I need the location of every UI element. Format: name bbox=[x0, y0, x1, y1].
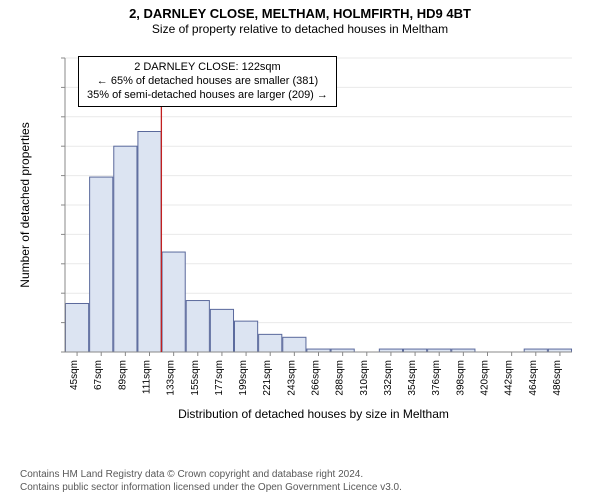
info-line-2: ← 65% of detached houses are smaller (38… bbox=[87, 75, 328, 89]
info-line-3: 35% of semi-detached houses are larger (… bbox=[87, 89, 328, 103]
info-line-1: 2 DARNLEY CLOSE: 122sqm bbox=[87, 61, 328, 75]
x-tick-label: 243sqm bbox=[286, 360, 297, 396]
x-axis-label: Distribution of detached houses by size … bbox=[60, 407, 567, 421]
histogram-bar bbox=[186, 301, 209, 352]
x-tick-label: 67sqm bbox=[93, 360, 104, 390]
x-tick-label: 464sqm bbox=[528, 360, 539, 396]
histogram-bar bbox=[114, 146, 137, 352]
histogram-bar bbox=[65, 303, 88, 352]
histogram-bar bbox=[283, 337, 306, 352]
x-tick-label: 89sqm bbox=[117, 360, 128, 390]
x-tick-label: 398sqm bbox=[455, 360, 466, 396]
y-axis-label: Number of detached properties bbox=[18, 105, 32, 305]
title-main: 2, DARNLEY CLOSE, MELTHAM, HOLMFIRTH, HD… bbox=[0, 6, 600, 22]
x-tick-label: 199sqm bbox=[238, 360, 249, 396]
x-tick-label: 354sqm bbox=[407, 360, 418, 396]
x-tick-label: 133sqm bbox=[166, 360, 177, 396]
chart-area: 02040608010012014016018020045sqm67sqm89s… bbox=[60, 50, 580, 420]
histogram-bar bbox=[210, 309, 233, 352]
title-sub: Size of property relative to detached ho… bbox=[0, 22, 600, 37]
x-tick-label: 486sqm bbox=[552, 360, 563, 396]
x-tick-label: 221sqm bbox=[262, 360, 273, 396]
x-tick-label: 332sqm bbox=[383, 360, 394, 396]
x-tick-label: 310sqm bbox=[359, 360, 370, 396]
histogram-bar bbox=[138, 132, 161, 353]
x-tick-label: 376sqm bbox=[431, 360, 442, 396]
x-tick-label: 266sqm bbox=[311, 360, 322, 396]
histogram-bar bbox=[234, 321, 257, 352]
info-box: 2 DARNLEY CLOSE: 122sqm ← 65% of detache… bbox=[78, 56, 337, 107]
x-tick-label: 111sqm bbox=[142, 360, 153, 394]
x-tick-label: 177sqm bbox=[214, 360, 225, 396]
footer-line-1: Contains HM Land Registry data © Crown c… bbox=[20, 468, 402, 481]
x-tick-label: 420sqm bbox=[480, 360, 491, 396]
histogram-bar bbox=[90, 177, 113, 352]
attribution-footer: Contains HM Land Registry data © Crown c… bbox=[20, 468, 402, 494]
x-tick-label: 442sqm bbox=[504, 360, 515, 396]
histogram-bar bbox=[162, 252, 185, 352]
footer-line-2: Contains public sector information licen… bbox=[20, 481, 402, 494]
x-tick-label: 45sqm bbox=[69, 360, 80, 390]
histogram-bar bbox=[259, 334, 282, 352]
x-tick-label: 155sqm bbox=[190, 360, 201, 396]
x-tick-label: 288sqm bbox=[335, 360, 346, 396]
